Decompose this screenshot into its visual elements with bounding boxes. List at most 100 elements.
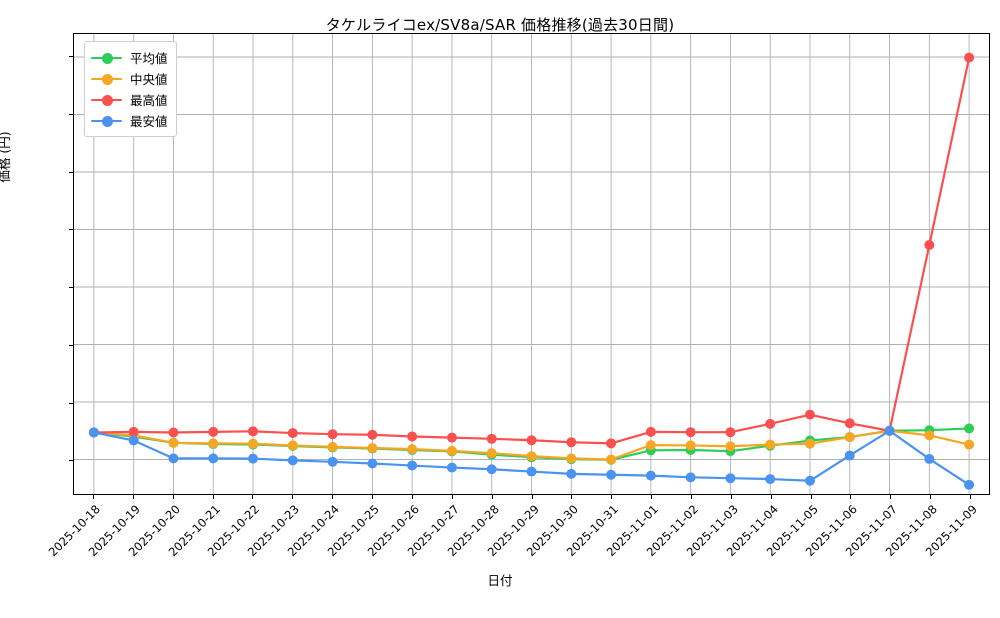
- x-tick-mark: [372, 495, 374, 499]
- data-series-layer: [88, 52, 975, 490]
- legend-label: 中央値: [130, 72, 168, 87]
- x-tick-mark: [212, 495, 214, 499]
- x-tick-mark: [411, 495, 413, 499]
- series-point: [924, 430, 935, 441]
- y-tick-mark: [69, 344, 73, 346]
- x-tick-mark: [292, 495, 294, 499]
- legend-marker-icon: [91, 93, 122, 107]
- series-point: [964, 52, 975, 63]
- x-tick-mark: [850, 495, 852, 499]
- series-point: [526, 451, 537, 462]
- x-tick-mark: [332, 495, 334, 499]
- series-point: [327, 429, 338, 440]
- series-point: [804, 438, 815, 449]
- y-tick-mark: [69, 229, 73, 231]
- series-point: [844, 432, 855, 443]
- y-tick-mark: [69, 287, 73, 289]
- legend-label: 平均値: [130, 51, 168, 66]
- series-point: [287, 440, 298, 451]
- series-point: [924, 453, 935, 464]
- x-tick-mark: [611, 495, 613, 499]
- series-point: [606, 438, 617, 449]
- series-point: [685, 472, 696, 483]
- y-tick-mark: [69, 171, 73, 173]
- x-tick-mark: [810, 495, 812, 499]
- legend-marker-icon: [91, 72, 122, 86]
- legend-item-2[interactable]: 最高値: [91, 89, 168, 110]
- series-line: [92, 56, 971, 445]
- legend-item-3[interactable]: 最安値: [91, 110, 168, 131]
- series-point: [964, 439, 975, 450]
- x-tick-mark: [730, 495, 732, 499]
- legend-label: 最安値: [130, 114, 168, 129]
- x-tick-mark: [531, 495, 533, 499]
- series-point: [327, 441, 338, 452]
- series-point: [367, 443, 378, 453]
- series-point: [407, 431, 418, 442]
- series-point: [168, 437, 179, 448]
- series-point: [725, 473, 736, 484]
- x-tick-mark: [571, 495, 573, 499]
- series-point: [128, 426, 139, 437]
- series-point: [248, 438, 259, 449]
- series-point: [248, 453, 259, 464]
- legend-item-0[interactable]: 平均値: [91, 47, 168, 68]
- x-tick-mark: [970, 495, 972, 499]
- grid-layer: [74, 34, 989, 494]
- x-tick-mark: [132, 495, 134, 499]
- series-point: [606, 469, 617, 480]
- series-point: [526, 466, 537, 477]
- x-tick-mark: [172, 495, 174, 499]
- series-point: [725, 427, 736, 438]
- legend-marker-icon: [91, 114, 122, 128]
- chart-legend: 平均値中央値最高値最安値: [84, 41, 177, 137]
- series-point: [367, 458, 378, 469]
- y-tick-mark: [69, 56, 73, 58]
- series-point: [168, 427, 179, 438]
- series-point: [486, 464, 497, 475]
- series-point: [804, 475, 815, 486]
- series-point: [287, 428, 298, 439]
- series-point: [606, 454, 617, 465]
- series-point: [566, 453, 577, 464]
- y-tick-mark: [69, 113, 73, 115]
- series-point: [208, 426, 219, 437]
- x-tick-mark: [92, 495, 94, 499]
- series-point: [765, 418, 776, 429]
- series-point: [685, 427, 696, 438]
- plot-area: [73, 33, 990, 495]
- series-point: [884, 425, 895, 436]
- legend-item-1[interactable]: 中央値: [91, 68, 168, 89]
- legend-label: 最高値: [130, 93, 168, 108]
- series-point: [486, 448, 497, 459]
- series-point: [248, 426, 259, 437]
- series-point: [844, 450, 855, 461]
- series-point: [964, 479, 975, 490]
- series-point: [287, 455, 298, 466]
- series-point: [566, 437, 577, 448]
- series-point: [88, 427, 99, 438]
- series-point: [407, 444, 418, 455]
- series-point: [765, 439, 776, 450]
- x-tick-mark: [491, 495, 493, 499]
- chart-title: タケルライコex/SV8a/SAR 価格推移(過去30日間): [325, 16, 675, 34]
- x-tick-mark: [690, 495, 692, 499]
- series-point: [128, 435, 139, 446]
- x-axis-label: 日付: [487, 573, 513, 588]
- series-point: [168, 453, 179, 464]
- x-tick-mark: [252, 495, 254, 499]
- series-point: [526, 435, 537, 446]
- series-point: [804, 409, 815, 420]
- series-point: [208, 438, 219, 449]
- x-tick-mark: [890, 495, 892, 499]
- x-tick-mark: [451, 495, 453, 499]
- series-point: [446, 445, 457, 456]
- series-point: [685, 440, 696, 451]
- series-point: [924, 240, 935, 251]
- x-tick-mark: [651, 495, 653, 499]
- y-axis-label: 価格 (円): [0, 131, 12, 183]
- y-tick-mark: [69, 460, 73, 462]
- series-point: [566, 468, 577, 479]
- x-tick-mark: [930, 495, 932, 499]
- series-point: [844, 418, 855, 429]
